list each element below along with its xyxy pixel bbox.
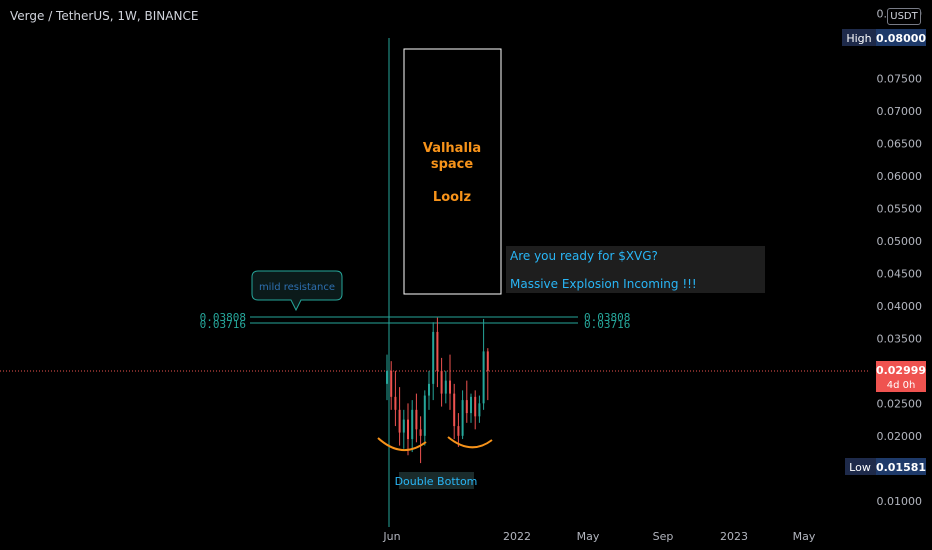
level-label-left-lower: 0.03716	[200, 318, 246, 331]
price-tick-label: 0.04000	[877, 300, 923, 313]
time-axis: Jun 2022 May Sep 2023 May	[382, 530, 815, 543]
price-tick-label: 0.05500	[877, 203, 923, 216]
candle-body	[419, 429, 422, 436]
resistance-label: mild resistance	[259, 282, 335, 293]
candle-body	[478, 403, 481, 417]
high-badge: High 0.08000	[842, 29, 926, 46]
candle-body	[390, 370, 393, 397]
time-axis-label: 2022	[503, 530, 531, 543]
candle-body	[444, 380, 447, 394]
price-tick-label: 0.01000	[877, 495, 923, 508]
price-tick-label: 0.07000	[877, 105, 923, 118]
low-value: 0.01581	[876, 461, 926, 474]
candle-body	[453, 393, 456, 427]
candle-body	[386, 370, 388, 384]
price-tick-label: 0.06500	[877, 138, 923, 151]
time-axis-label: May	[793, 530, 816, 543]
symbol-title[interactable]: Verge / TetherUS, 1W, BINANCE	[10, 9, 199, 23]
xvg-callout[interactable]: Are you ready for $XVG? Massive Explosio…	[506, 246, 765, 293]
double-bottom-label: Double Bottom	[395, 475, 478, 488]
level-label-left-upper: 0.03808	[200, 311, 246, 324]
time-axis-label: May	[577, 530, 600, 543]
valhalla-rectangle[interactable]: Valhalla space Loolz	[403, 48, 502, 295]
candle-body	[457, 426, 460, 436]
resistance-callout[interactable]: mild resistance	[251, 270, 343, 312]
countdown-value: 4d 0h	[887, 380, 916, 391]
rect-text-valhalla: Valhalla	[423, 141, 481, 156]
level-label-right-upper: 0.03808	[584, 311, 630, 324]
candle-body	[394, 396, 397, 410]
callout-line-2: Massive Explosion Incoming !!!	[510, 277, 697, 291]
price-tick-label: 0.06000	[877, 170, 923, 183]
last-price-badge: 0.02999 4d 0h	[876, 361, 926, 392]
candle-body	[470, 396, 472, 414]
callout-line-1: Are you ready for $XVG?	[510, 249, 658, 263]
price-tick-label: 0.05000	[877, 235, 923, 248]
rect-text-space: space	[431, 157, 474, 172]
price-axis: 0.085000.075000.070000.065000.060000.055…	[877, 8, 923, 508]
time-axis-label: 2023	[720, 530, 748, 543]
price-tick-label: 0.03500	[877, 332, 923, 345]
time-axis-label: Sep	[653, 530, 674, 543]
candle-body	[423, 395, 426, 436]
double-bottom-arc-right	[447, 436, 493, 449]
double-bottom-arc-left	[377, 437, 427, 451]
candle-body	[398, 409, 401, 433]
last-price-value: 0.02999	[876, 364, 926, 377]
candle-body	[465, 400, 468, 414]
candles-group	[386, 317, 489, 464]
candle-body	[486, 351, 489, 371]
candle-body	[474, 396, 477, 417]
candle-body	[432, 331, 435, 384]
candle-body	[440, 370, 443, 394]
candle-body	[461, 400, 464, 436]
candle-body	[428, 383, 430, 396]
candle-body	[415, 409, 418, 430]
candle-body	[436, 331, 439, 371]
rect-text-loolz: Loolz	[433, 190, 471, 205]
price-tick-label: 0.02500	[877, 397, 923, 410]
high-value: 0.08000	[876, 32, 926, 45]
price-tick-label: 0.07500	[877, 73, 923, 86]
low-label: Low	[849, 461, 871, 474]
candle-body	[482, 351, 485, 404]
candle-body	[407, 419, 409, 440]
currency-button[interactable]: USDT	[887, 8, 921, 25]
price-tick-label: 0.04500	[877, 267, 923, 280]
candle-body	[449, 380, 451, 394]
time-axis-label: Jun	[382, 530, 400, 543]
price-tick-label: 0.02000	[877, 430, 923, 443]
candle-body	[402, 419, 405, 433]
level-label-right-lower: 0.03716	[584, 318, 630, 331]
double-bottom-label-box[interactable]: Double Bottom	[395, 472, 478, 489]
high-label: High	[846, 32, 871, 45]
candle-body	[411, 409, 414, 440]
low-badge: Low 0.01581	[845, 458, 926, 475]
